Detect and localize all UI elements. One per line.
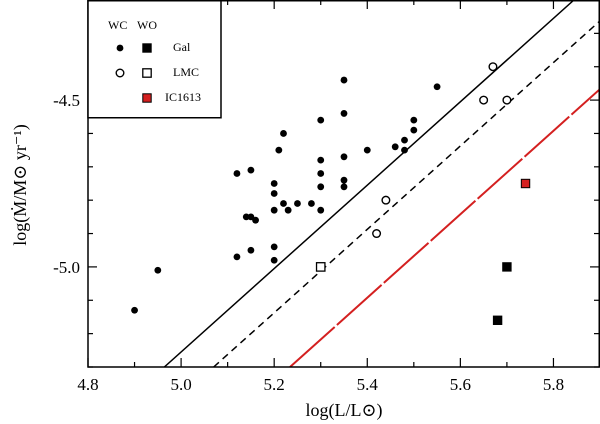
legend-markers bbox=[115, 43, 152, 103]
wc-lmc-point bbox=[381, 195, 391, 205]
x-tick-label: 5.0 bbox=[170, 375, 191, 394]
wo-gal-point bbox=[492, 315, 503, 325]
red-line bbox=[289, 88, 600, 367]
wc-gal-point bbox=[401, 146, 408, 154]
wc-gal-point bbox=[317, 156, 325, 164]
wc-gal-point bbox=[275, 146, 283, 154]
wc-gal-point bbox=[391, 143, 399, 151]
wc-gal-point bbox=[340, 176, 348, 184]
legend-marker-wc-lmc bbox=[115, 68, 125, 78]
legend-marker-wo-lmc bbox=[142, 68, 152, 78]
wo-lmc-point bbox=[315, 262, 326, 272]
x-tick-label: 4.8 bbox=[77, 375, 98, 394]
x-tick-label: 5.6 bbox=[450, 375, 471, 394]
y-tick-label: -4.5 bbox=[53, 91, 80, 110]
wc-gal-point bbox=[317, 183, 325, 191]
legend-label-gal: Gal bbox=[173, 40, 191, 54]
wc-gal-point bbox=[270, 256, 278, 264]
legend-header-wc: WC bbox=[108, 18, 127, 32]
wo-gal-point bbox=[502, 262, 512, 272]
wc-gal-point bbox=[340, 110, 348, 117]
wc-gal-point bbox=[270, 243, 278, 251]
y-tick-label: -5.0 bbox=[53, 258, 80, 277]
legend-label-lmc: LMC bbox=[173, 65, 199, 79]
wc-gal-point bbox=[317, 170, 325, 177]
legend: WC WO Gal LMC IC1613 bbox=[87, 0, 222, 119]
wc-gal-point bbox=[242, 213, 250, 221]
legend-marker-wo-gal bbox=[142, 43, 152, 53]
wc-gal-point bbox=[401, 136, 408, 144]
wc-gal-point bbox=[247, 166, 255, 174]
wc-gal-point bbox=[317, 206, 325, 214]
wc-gal-point bbox=[294, 200, 301, 207]
x-tick-label: 5.4 bbox=[357, 375, 379, 394]
legend-header-wo: WO bbox=[137, 18, 157, 32]
wc-gal-point bbox=[308, 200, 315, 207]
legend-label-ic1613: IC1613 bbox=[165, 90, 201, 104]
legend-marker-wc-gal bbox=[116, 44, 124, 52]
wc-gal-point bbox=[340, 76, 348, 84]
wc-gal-point bbox=[340, 183, 348, 191]
x-tick-label: 5.8 bbox=[543, 375, 564, 394]
wc-gal-point bbox=[284, 206, 292, 214]
wc-lmc-point bbox=[372, 229, 382, 239]
wc-gal-point bbox=[410, 116, 418, 124]
wc-gal-point bbox=[363, 146, 371, 154]
legend-box bbox=[87, 0, 222, 119]
wo-ic1613-point bbox=[520, 178, 531, 189]
wc-gal-point bbox=[280, 130, 287, 137]
y-axis-title: log(Ṁ/M⊙ yr⁻¹) bbox=[10, 124, 31, 245]
wc-gal-point bbox=[270, 206, 278, 214]
wc-gal-point bbox=[317, 116, 325, 124]
wc-lmc-point bbox=[479, 95, 489, 105]
wc-gal-point bbox=[340, 153, 348, 161]
legend-marker-wo-ic1613 bbox=[142, 93, 152, 103]
wc-gal-point bbox=[280, 200, 287, 207]
wc-gal-point bbox=[252, 216, 259, 224]
data-points bbox=[131, 62, 531, 325]
x-axis-title: log(L/L⊙) bbox=[305, 400, 382, 421]
plot-frame bbox=[87, 0, 600, 368]
x-tick-label: 5.2 bbox=[264, 375, 285, 394]
wc-gal-point bbox=[233, 170, 241, 177]
wc-gal-point bbox=[247, 246, 255, 254]
wc-gal-point bbox=[410, 126, 418, 134]
wc-lmc-point bbox=[488, 62, 498, 72]
wc-gal-point bbox=[270, 190, 278, 197]
solid-line bbox=[163, 0, 575, 367]
wc-gal-point bbox=[433, 83, 441, 91]
wc-gal-point bbox=[154, 266, 162, 274]
wc-gal-point bbox=[270, 180, 278, 187]
fit-lines bbox=[163, 0, 600, 367]
wc-gal-point bbox=[131, 306, 138, 314]
wc-gal-point bbox=[233, 253, 241, 261]
dashed-line bbox=[213, 19, 600, 367]
wc-lmc-point bbox=[502, 95, 512, 105]
